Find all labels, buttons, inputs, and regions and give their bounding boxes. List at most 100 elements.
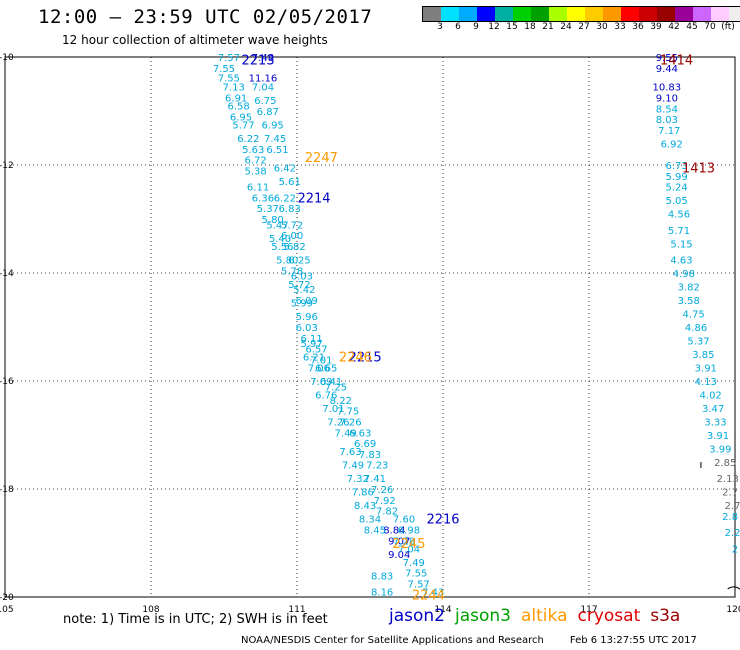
colorbar-swatch — [531, 7, 549, 21]
x-tick-label: 111 — [288, 605, 305, 615]
data-label-swh: 6.57 — [305, 345, 327, 356]
data-label-swh: 3.58 — [678, 296, 700, 307]
colorbar-swatch — [693, 7, 711, 21]
data-label-swh: 7.83 — [359, 450, 381, 461]
data-label-swh: 7.13 — [223, 83, 245, 94]
colorbar-labels: 3 6 9 12 15 18 21 24 27 30 33 36 39 42 45 70 (ft) — [422, 22, 740, 34]
chart-note: note: 1) Time is in UTC; 2) SWH is in fe… — [63, 612, 328, 627]
legend-cryosat: cryosat — [577, 606, 641, 626]
chart-plot: 105 108 111 114 117 120 -10 -12 -14 -16 -18 -20 7.48… — [0, 53, 740, 615]
data-label-swh: 6.58 — [227, 102, 249, 113]
data-label-swh: 7.55 — [218, 74, 240, 85]
data-label-swh: 4.75 — [683, 310, 705, 321]
data-label-grey: 2.7 — [725, 501, 740, 512]
track-label: 2245 — [392, 537, 425, 552]
colorbar-label: 3 — [437, 22, 443, 32]
data-label-jason2: 7.48 — [252, 53, 274, 64]
track-label: 1413 — [682, 162, 715, 177]
colorbar-label: 33 — [614, 22, 626, 32]
y-tick-label: -12 — [0, 161, 14, 171]
data-label-grey: 2.13 — [717, 474, 739, 485]
data-label-swh: 6.92 — [661, 139, 683, 150]
data-label-swh: 5.72 — [288, 280, 310, 291]
data-label-swh: 6.91 — [225, 94, 247, 105]
colorbar-swatch — [441, 7, 459, 21]
y-tick-label: -10 — [0, 53, 14, 63]
satellite-legend: jason2 jason3 altika cryosat s3a — [389, 606, 690, 626]
data-label-swh: 5.61 — [279, 177, 301, 188]
data-label-swh: 5.77 — [232, 121, 254, 132]
data-label-swh: 5.24 — [665, 183, 687, 194]
data-label-swh: 5.56 — [271, 242, 293, 253]
data-label-swh: 7.55 — [213, 64, 235, 75]
colorbar-swatch — [567, 7, 585, 21]
data-label-swh: 6.63 — [349, 428, 371, 439]
data-label-swh: 6.72 — [245, 156, 267, 167]
colorbar-swatch — [729, 7, 740, 21]
data-label-swh: 6.11 — [247, 183, 269, 194]
y-tick-label: -20 — [0, 593, 14, 603]
data-label-swh: 8.45 — [364, 526, 386, 537]
data-label-swh: 3.91 — [695, 364, 717, 375]
colorbar-label: 27 — [578, 22, 590, 32]
data-label-swh: 7.01 — [322, 404, 344, 415]
data-label-swh: 2 — [732, 544, 738, 555]
data-label-swh: 7.55 — [405, 569, 427, 580]
data-label-swh: 3.47 — [702, 404, 724, 415]
footer-agency: NOAA/NESDIS Center for Satellite Applica… — [241, 635, 544, 646]
data-label-swh: 5.37 — [257, 204, 279, 215]
data-label-swh: 5.96 — [296, 312, 318, 323]
colorbar-label: 30 — [596, 22, 608, 32]
data-label-swh: 6.22 — [237, 134, 259, 145]
data-label-swh: 7.04 — [398, 544, 420, 555]
data-label-jason2: 9.07 — [388, 536, 410, 547]
colorbar-swatch — [513, 7, 531, 21]
data-label-swh: 6.95 — [230, 112, 252, 123]
data-label-swh: 6.11 — [300, 334, 322, 345]
x-tick-label: 117 — [580, 605, 597, 615]
data-label-swh: 7.28 — [393, 536, 415, 547]
data-label-jason2: 8.84 — [383, 526, 405, 537]
data-label-swh: 5.38 — [245, 166, 267, 177]
data-label-swh: 5.72 — [281, 220, 303, 231]
data-label-swh: 7.41 — [364, 474, 386, 485]
data-label-swh: 5.42 — [293, 285, 315, 296]
data-label-swh: 5.71 — [668, 226, 690, 237]
data-label-swh: 6.76 — [315, 391, 337, 402]
data-label-swh: 5.05 — [665, 196, 687, 207]
colorbar-swatch — [423, 7, 441, 21]
colorbar-label: 36 — [632, 22, 644, 32]
track-label: 2246 — [339, 351, 372, 366]
data-label-swh: 6.03 — [291, 272, 313, 283]
data-label-swh: 5.63 — [242, 145, 264, 156]
colorbar-swatch — [585, 7, 603, 21]
track-label: 2213 — [242, 54, 275, 69]
x-tick-label: 108 — [142, 605, 159, 615]
data-label-swh: 3.91 — [707, 431, 729, 442]
data-label-jason2: 9.10 — [656, 94, 678, 105]
footer-timestamp: Feb 6 13:27:55 UTC 2017 — [569, 635, 697, 646]
colorbar-label: (ft) — [721, 22, 735, 32]
data-label-swh: 6.21 — [303, 353, 325, 364]
data-label-swh: 8.43 — [354, 501, 376, 512]
colorbar-label: 18 — [524, 22, 536, 32]
data-label-swh: 6.25 — [288, 256, 310, 267]
data-label-swh: 6.98 — [398, 526, 420, 537]
colorbar-label: 42 — [668, 22, 680, 32]
data-label-swh: 3.99 — [709, 445, 731, 456]
data-label-swh: 6.51 — [266, 145, 288, 156]
data-label-swh: 5.37 — [687, 337, 709, 348]
data-label-grey: 2.85 — [714, 458, 736, 469]
wave-height-colorbar — [422, 6, 740, 22]
colorbar-swatch — [495, 7, 513, 21]
data-label-swh: 7.57 — [218, 53, 240, 64]
data-label-swh: 7.23 — [366, 461, 388, 472]
data-label-swh: 5.82 — [283, 242, 305, 253]
data-label-swh: 8.34 — [359, 515, 381, 526]
data-label-swh: 6.83 — [279, 204, 301, 215]
y-tick-label: -16 — [0, 377, 14, 387]
data-label-swh: 7.25 — [325, 382, 347, 393]
chart-subtitle: 12 hour collection of altimeter wave hei… — [62, 33, 328, 47]
colorbar-label: 9 — [473, 22, 479, 32]
data-label-swh: 5.99 — [665, 172, 687, 183]
